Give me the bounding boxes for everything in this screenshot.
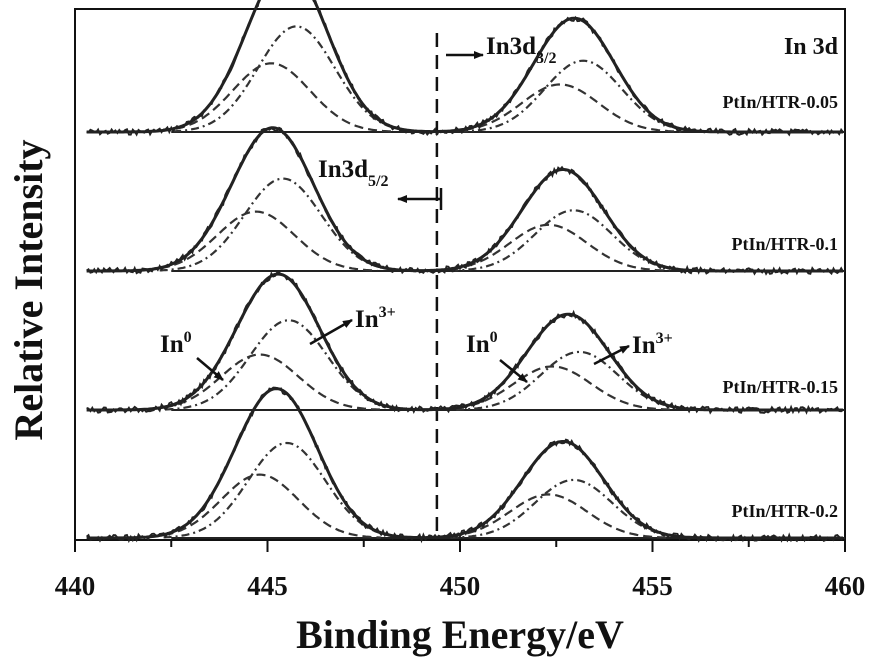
fit-envelope-curve: [86, 0, 844, 134]
x-tick-label: 445: [247, 571, 288, 601]
spectrum-label: PtIn/HTR-0.05: [722, 92, 838, 112]
x-ticks: [74, 540, 846, 552]
component-in3-curve: [450, 209, 695, 272]
x-axis-title: Binding Energy/eV: [296, 612, 624, 657]
label-in3-right: In3+: [632, 330, 673, 359]
arrow-in0-right: [499, 359, 528, 383]
y-axis-title: Relative Intensity: [6, 139, 51, 440]
spectrum: [86, 126, 845, 276]
component-in0-curve: [425, 493, 670, 539]
annotation-in0-right: In0: [466, 329, 528, 383]
annotation-in3d32: In3d3/2: [446, 33, 557, 67]
component-in0-curve: [436, 83, 682, 133]
annotation-in3-left: In3+: [309, 304, 396, 346]
annotation-in0-left: In0: [160, 329, 224, 381]
fit-envelope-curve: [86, 387, 844, 540]
x-tick-labels: 440 445 450 455 460: [55, 571, 866, 601]
component-in3-curve: [450, 478, 695, 539]
plot-frame: [74, 8, 846, 541]
arrow-in0-left: [196, 357, 224, 381]
component-in0-curve: [425, 223, 670, 272]
component-in3-curve: [159, 177, 405, 272]
component-in3-curve: [163, 441, 409, 539]
arrow-in3-left: [309, 318, 353, 346]
annotation-in3d52: In3d5/2: [318, 156, 443, 210]
component-in0-curve: [136, 473, 382, 539]
label-in3d52: In3d5/2: [318, 156, 389, 190]
label-in3d32: In3d3/2: [486, 33, 557, 67]
x-tick-label: 440: [55, 571, 96, 601]
spectrum-label: PtIn/HTR-0.15: [722, 377, 838, 397]
spectrum-label: PtIn/HTR-0.2: [731, 501, 838, 521]
spectrum: [86, 0, 845, 137]
x-tick-label: 460: [825, 571, 866, 601]
spectrum: [86, 386, 845, 544]
component-in3-curve: [173, 25, 418, 133]
raw-data-curve: [86, 126, 844, 276]
spectra-group: [86, 0, 845, 544]
label-in0-left: In0: [160, 329, 192, 358]
spectrum-label: PtIn/HTR-0.1: [731, 234, 838, 254]
label-in3-left: In3+: [355, 304, 396, 333]
x-tick-label: 455: [632, 571, 673, 601]
fit-envelope-curve: [86, 126, 844, 273]
chart-title: In 3d: [784, 34, 839, 60]
label-in0-right: In0: [466, 329, 498, 358]
annotation-in3-right: In3+: [593, 330, 673, 366]
x-tick-label: 450: [440, 571, 481, 601]
component-in0-curve: [132, 210, 378, 272]
arrow-in3-right: [593, 344, 630, 366]
component-in0-curve: [148, 62, 393, 133]
